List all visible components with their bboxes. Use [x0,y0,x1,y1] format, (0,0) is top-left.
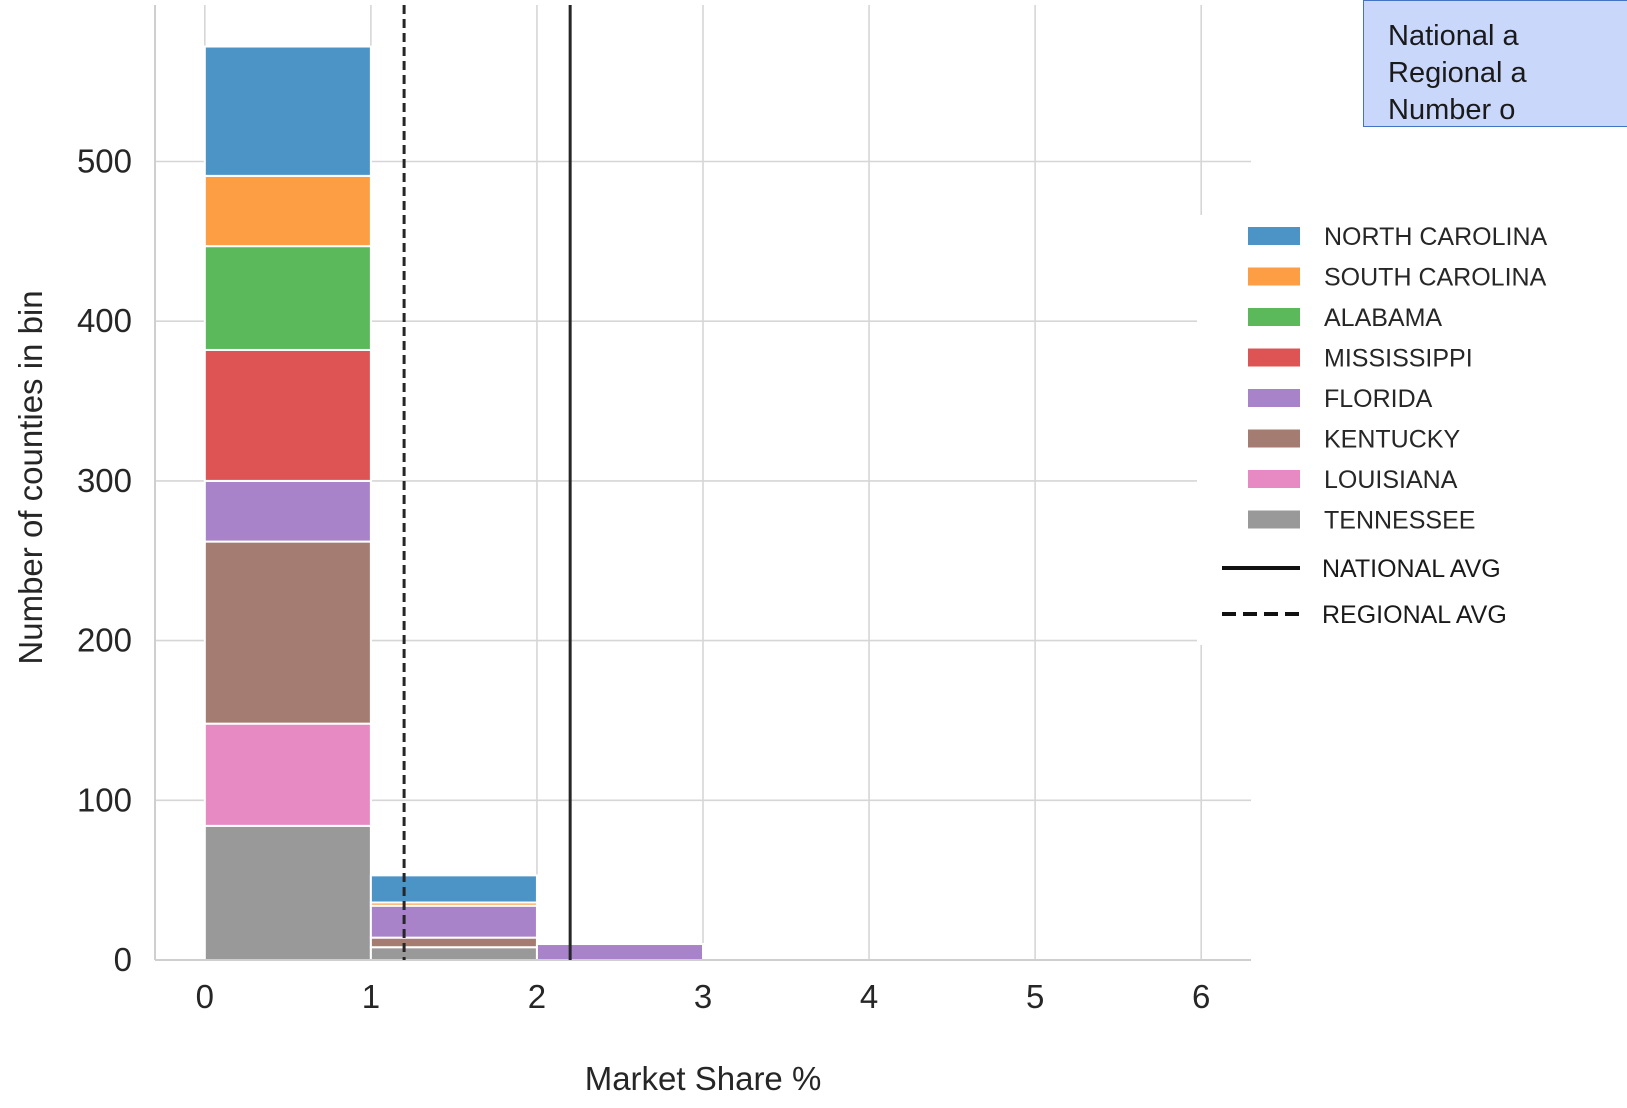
y-tick-label: 400 [77,302,132,339]
y-tick-label: 100 [77,781,132,818]
legend-swatch-north-carolina [1248,227,1300,245]
legend-label-alabama: ALABAMA [1324,304,1442,332]
x-tick-label: 3 [694,978,712,1015]
bar-segment-tennessee [203,824,372,961]
legend-swatch-mississippi [1248,348,1300,367]
y-tick-label: 500 [77,143,132,180]
bar-segment-north-carolina [203,45,372,177]
bar-segment-florida [203,479,372,543]
info-line-number: Number o [1388,94,1516,126]
bar-segment-north-carolina [369,874,538,904]
legend-swatch-florida [1248,389,1300,407]
bar-segment-louisiana [203,722,372,827]
x-axis-title: Market Share % [585,1060,822,1097]
x-tick-label: 5 [1026,978,1044,1015]
legend-label-regional-avg: REGIONAL AVG [1322,601,1507,629]
legend-label-national-avg: NATIONAL AVG [1322,555,1501,583]
legend-label-florida: FLORIDA [1324,385,1433,413]
bar-segment-tennessee [369,946,538,961]
legend-label-louisiana: LOUISIANA [1324,466,1458,494]
x-tick-label: 0 [196,978,214,1015]
legend-swatch-kentucky [1248,429,1300,448]
bar-segment-mississippi [203,348,372,482]
y-tick-label: 0 [114,941,132,978]
info-line-regional: Regional a [1388,57,1527,89]
bar-segment-south-carolina [203,174,372,248]
legend-swatch-louisiana [1248,470,1300,488]
y-tick-label: 200 [77,622,132,659]
y-tick-label: 300 [77,462,132,499]
bar-segment-florida [535,943,704,961]
bar-segment-kentucky [369,936,538,949]
bar-segment-kentucky [203,540,372,725]
x-tick-label: 2 [528,978,546,1015]
legend-label-tennessee: TENNESSEE [1324,507,1475,535]
legend-swatch-south-carolina [1248,267,1300,286]
legend-label-south-carolina: SOUTH CAROLINA [1324,264,1547,292]
x-tick-label: 4 [860,978,878,1015]
x-tick-label: 6 [1192,978,1210,1015]
bar-segment-alabama [203,245,372,351]
y-axis-title: Number of counties in bin [12,290,49,664]
bar-segment-florida [369,904,538,939]
legend-swatch-tennessee [1248,510,1300,529]
legend-swatch-alabama [1248,308,1300,326]
info-line-national: National a [1388,20,1519,52]
info-box: National a Regional a Number o [1363,0,1627,127]
legend-label-north-carolina: NORTH CAROLINA [1324,223,1548,251]
legend-label-mississippi: MISSISSIPPI [1324,345,1473,373]
legend-label-kentucky: KENTUCKY [1324,426,1460,454]
x-tick-label: 1 [362,978,380,1015]
